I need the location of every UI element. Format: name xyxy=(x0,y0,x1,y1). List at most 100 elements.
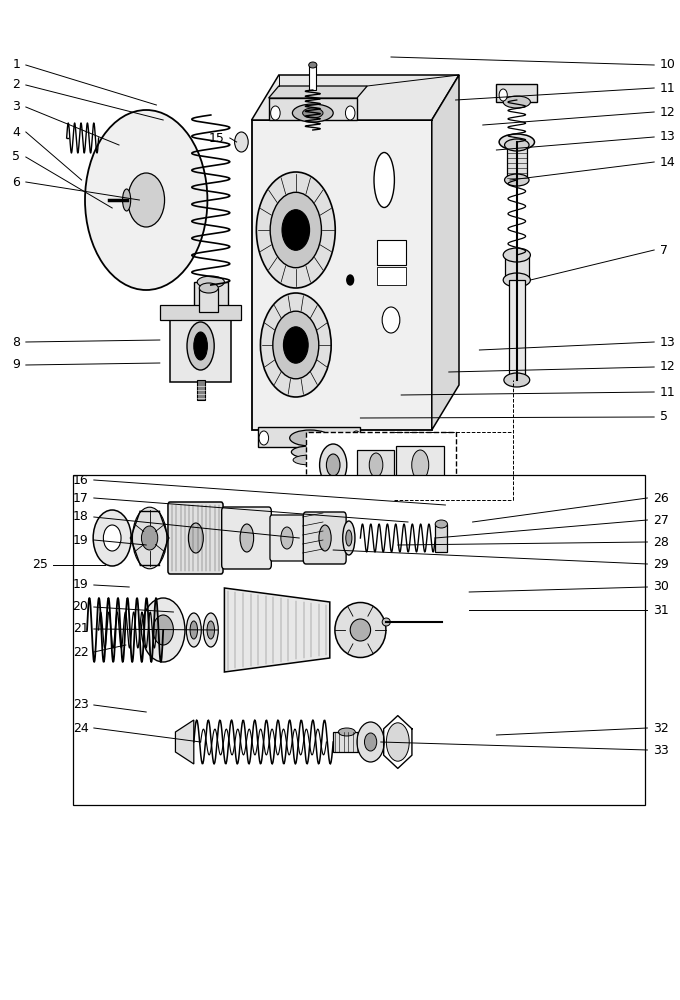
Text: 12: 12 xyxy=(660,105,675,118)
Circle shape xyxy=(282,210,309,250)
Polygon shape xyxy=(175,720,194,764)
Text: 9: 9 xyxy=(12,359,20,371)
Text: 19: 19 xyxy=(73,534,88,546)
Text: 23: 23 xyxy=(73,698,88,712)
Polygon shape xyxy=(252,75,459,120)
Ellipse shape xyxy=(290,430,330,446)
Text: 31: 31 xyxy=(653,603,668,616)
Ellipse shape xyxy=(199,283,218,293)
Text: 17: 17 xyxy=(73,491,88,504)
Text: 22: 22 xyxy=(73,646,88,658)
Bar xyxy=(306,432,456,500)
Circle shape xyxy=(128,173,165,227)
Ellipse shape xyxy=(499,134,534,150)
Text: 24: 24 xyxy=(73,722,88,734)
Text: 28: 28 xyxy=(653,536,668,548)
Circle shape xyxy=(273,311,319,379)
Circle shape xyxy=(347,275,354,285)
Ellipse shape xyxy=(291,446,328,458)
Ellipse shape xyxy=(319,525,331,551)
FancyBboxPatch shape xyxy=(222,507,271,569)
Ellipse shape xyxy=(292,104,333,122)
Bar xyxy=(377,267,406,285)
Text: 20: 20 xyxy=(73,600,88,613)
Bar xyxy=(507,145,527,180)
Ellipse shape xyxy=(133,507,167,569)
FancyBboxPatch shape xyxy=(168,502,223,574)
Text: 6: 6 xyxy=(12,176,20,188)
Bar xyxy=(435,524,447,552)
FancyBboxPatch shape xyxy=(270,515,305,561)
Text: 13: 13 xyxy=(660,130,675,143)
FancyBboxPatch shape xyxy=(303,512,346,564)
Ellipse shape xyxy=(194,332,207,360)
Circle shape xyxy=(270,192,322,268)
Bar xyxy=(357,450,394,480)
Ellipse shape xyxy=(504,373,530,387)
Ellipse shape xyxy=(326,454,340,476)
Text: 18: 18 xyxy=(73,510,88,524)
Text: 33: 33 xyxy=(653,744,668,756)
Ellipse shape xyxy=(412,450,428,480)
Text: 4: 4 xyxy=(12,125,20,138)
Ellipse shape xyxy=(320,444,347,486)
Circle shape xyxy=(153,615,173,645)
Text: 21: 21 xyxy=(73,622,88,636)
Bar xyxy=(252,120,432,430)
Circle shape xyxy=(284,327,308,363)
Text: 10: 10 xyxy=(660,58,675,72)
Ellipse shape xyxy=(303,108,323,118)
Ellipse shape xyxy=(293,455,327,465)
Circle shape xyxy=(260,293,331,397)
Text: 8: 8 xyxy=(12,336,20,349)
Ellipse shape xyxy=(343,521,355,555)
Text: 13: 13 xyxy=(660,336,675,349)
Circle shape xyxy=(141,526,158,550)
Ellipse shape xyxy=(309,62,317,68)
Ellipse shape xyxy=(203,613,218,647)
Bar xyxy=(160,305,241,320)
Bar xyxy=(194,282,228,310)
Text: 11: 11 xyxy=(660,82,675,95)
Bar xyxy=(509,280,525,380)
Ellipse shape xyxy=(350,619,371,641)
Text: 26: 26 xyxy=(653,491,668,504)
Bar xyxy=(496,84,537,102)
Ellipse shape xyxy=(188,523,203,553)
Bar xyxy=(73,475,645,805)
Text: 19: 19 xyxy=(73,578,88,591)
Ellipse shape xyxy=(503,248,530,262)
Bar xyxy=(396,446,444,484)
Ellipse shape xyxy=(186,613,201,647)
Bar xyxy=(258,427,360,447)
Text: 32: 32 xyxy=(653,722,668,734)
Circle shape xyxy=(271,106,280,120)
Text: 25: 25 xyxy=(32,558,48,572)
Polygon shape xyxy=(432,75,459,430)
Bar xyxy=(197,380,205,400)
Text: 5: 5 xyxy=(660,410,668,424)
Circle shape xyxy=(85,110,207,290)
Ellipse shape xyxy=(281,527,293,549)
Text: 7: 7 xyxy=(660,243,668,256)
Ellipse shape xyxy=(207,621,215,639)
Bar xyxy=(377,240,406,265)
Ellipse shape xyxy=(503,273,530,287)
Ellipse shape xyxy=(197,276,224,288)
Polygon shape xyxy=(269,86,367,98)
Circle shape xyxy=(256,172,335,288)
Circle shape xyxy=(357,722,384,762)
Bar xyxy=(333,732,360,752)
Text: 5: 5 xyxy=(12,150,20,163)
Ellipse shape xyxy=(339,728,355,736)
Ellipse shape xyxy=(187,322,214,370)
Text: 1: 1 xyxy=(12,58,20,72)
Circle shape xyxy=(259,431,269,445)
Bar xyxy=(301,554,325,600)
Circle shape xyxy=(103,525,121,551)
Circle shape xyxy=(345,106,355,120)
Circle shape xyxy=(141,598,185,662)
Circle shape xyxy=(364,733,377,751)
Ellipse shape xyxy=(505,174,529,186)
Bar xyxy=(303,500,323,555)
